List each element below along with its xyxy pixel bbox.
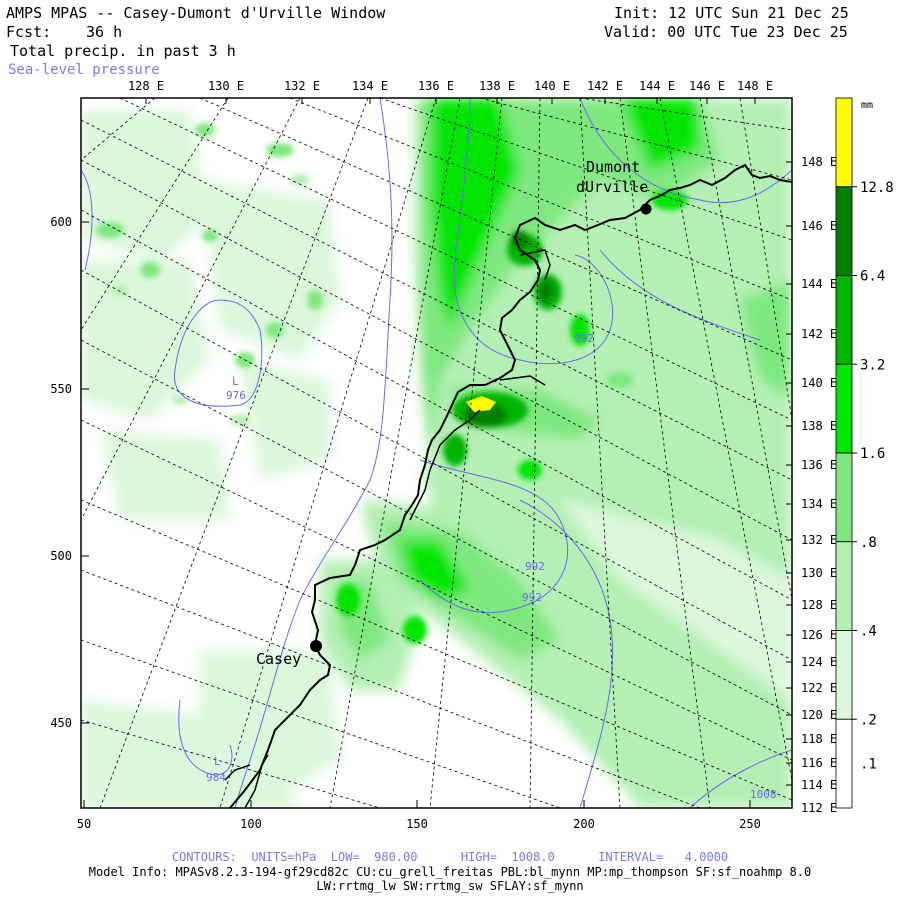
dumont-durville-station-marker bbox=[640, 203, 652, 215]
colorbar-unit: mm bbox=[861, 100, 873, 111]
field-name: Total precip. in past 3 h bbox=[10, 42, 236, 60]
colorbar: mm 12.8 6.4 3.2 1.6 .8 .4 .2 .1 bbox=[835, 97, 894, 809]
precip-shading bbox=[81, 98, 792, 808]
colorbar-level: .8 bbox=[860, 535, 877, 551]
x-axis-label: 50 bbox=[77, 817, 91, 831]
model-info: Model Info: MPASv8.2.3-194-gf29cd82c CU:… bbox=[88, 865, 812, 879]
right-longitude-labels: 148 E 146 E 144 E 142 E 140 E 138 E 136 E 134 E… bbox=[786, 155, 837, 815]
dumont-label-line2: dUrville bbox=[576, 178, 648, 196]
dumont-label-line1: Dumont bbox=[586, 158, 640, 176]
plot-title: AMPS MPAS -- Casey-Dumont d'Urville Wind… bbox=[6, 4, 386, 22]
colorbar-level: .4 bbox=[860, 624, 877, 640]
right-lon-label: 134 E bbox=[801, 497, 837, 511]
top-lon-label: 142 E bbox=[587, 79, 623, 93]
pressure-low-marker-2: L bbox=[214, 755, 221, 768]
init-time: Init: 12 UTC Sun 21 Dec 25 bbox=[614, 4, 849, 22]
right-lon-label: 136 E bbox=[801, 458, 837, 472]
ice-shelf-outline bbox=[224, 249, 551, 808]
x-axis-label: 150 bbox=[406, 817, 428, 831]
graticule bbox=[81, 98, 792, 808]
right-lon-label: 130 E bbox=[801, 566, 837, 580]
pressure-label-992c: 992 bbox=[522, 591, 542, 604]
x-axis-label: 200 bbox=[573, 817, 595, 831]
right-lon-label: 132 E bbox=[801, 533, 837, 547]
pressure-label-992b: 992 bbox=[525, 560, 545, 573]
model-info-physics: LW:rrtmg_lw SW:rrtmg_sw SFLAY:sf_mynn bbox=[316, 879, 584, 893]
top-lon-label: 140 E bbox=[534, 79, 570, 93]
colorbar-segment bbox=[835, 630, 853, 720]
right-lon-label: 124 E bbox=[801, 655, 837, 669]
right-lon-label: 148 E bbox=[801, 155, 837, 169]
x-axis-labels: 50 100 150 200 250 bbox=[77, 800, 761, 831]
colorbar-level: .2 bbox=[860, 712, 877, 728]
right-lon-label: 138 E bbox=[801, 419, 837, 433]
top-lon-label: 132 E bbox=[284, 79, 320, 93]
valid-time: Valid: 00 UTC Tue 23 Dec 25 bbox=[604, 23, 848, 41]
colorbar-level: 6.4 bbox=[860, 269, 885, 285]
top-lon-label: 130 E bbox=[208, 79, 244, 93]
top-lon-label: 134 E bbox=[352, 79, 388, 93]
top-lon-label: 144 E bbox=[639, 79, 675, 93]
colorbar-segment bbox=[835, 718, 853, 809]
casey-station-marker bbox=[310, 640, 322, 652]
right-lon-label: 140 E bbox=[801, 376, 837, 390]
forecast-hour: 36 h bbox=[86, 23, 123, 41]
colorbar-level: 1.6 bbox=[860, 446, 885, 462]
top-lon-label: 128 E bbox=[128, 79, 164, 93]
pressure-label-992a: 992 bbox=[574, 332, 594, 345]
colorbar-segment bbox=[835, 275, 853, 365]
right-lon-label: 122 E bbox=[801, 681, 837, 695]
colorbar-segment bbox=[835, 97, 853, 188]
right-lon-label: 114 E bbox=[801, 778, 837, 792]
colorbar-segment bbox=[835, 541, 853, 631]
top-lon-label: 148 E bbox=[737, 79, 773, 93]
colorbar-segment bbox=[835, 363, 853, 454]
y-axis-label: 500 bbox=[50, 549, 72, 563]
colorbar-level: .1 bbox=[860, 757, 877, 773]
right-lon-label: 142 E bbox=[801, 327, 837, 341]
colorbar-segment bbox=[835, 452, 853, 543]
right-lon-label: 120 E bbox=[801, 708, 837, 722]
pressure-label-1008: 1008 bbox=[750, 788, 777, 801]
forecast-label: Fcst: bbox=[6, 23, 52, 41]
pressure-label-984: 984 bbox=[206, 771, 226, 784]
casey-label: Casey bbox=[256, 650, 301, 668]
y-axis-label: 450 bbox=[50, 716, 72, 730]
colorbar-level: 12.8 bbox=[860, 180, 894, 196]
overlay-name: Sea-level pressure bbox=[8, 62, 160, 78]
right-lon-label: 128 E bbox=[801, 598, 837, 612]
top-lon-label: 138 E bbox=[479, 79, 515, 93]
y-axis-label: 600 bbox=[50, 215, 72, 229]
pressure-contours bbox=[81, 98, 792, 808]
top-longitude-labels: 128 E 130 E 132 E 134 E 136 E 138 E 140 E 142 E… bbox=[128, 79, 773, 104]
right-lon-label: 146 E bbox=[801, 219, 837, 233]
x-axis-label: 100 bbox=[240, 817, 262, 831]
right-lon-label: 116 E bbox=[801, 756, 837, 770]
right-lon-label: 112 E bbox=[801, 801, 837, 815]
pressure-low-marker: L bbox=[232, 375, 239, 388]
colorbar-level: 3.2 bbox=[860, 357, 885, 373]
pressure-label-976: 976 bbox=[226, 389, 246, 402]
top-lon-label: 136 E bbox=[418, 79, 454, 93]
colorbar-segment bbox=[835, 186, 853, 276]
right-lon-label: 118 E bbox=[801, 732, 837, 746]
top-lon-label: 146 E bbox=[689, 79, 725, 93]
y-axis-label: 550 bbox=[50, 382, 72, 396]
x-axis-label: 250 bbox=[739, 817, 761, 831]
contour-info: CONTOURS: UNITS=hPa LOW= 980.00 HIGH= 10… bbox=[171, 850, 729, 864]
y-axis-labels: 600 550 500 450 bbox=[50, 215, 89, 730]
right-lon-label: 126 E bbox=[801, 628, 837, 642]
right-lon-label: 144 E bbox=[801, 277, 837, 291]
max-precip-cell bbox=[466, 396, 496, 412]
coastline bbox=[229, 163, 792, 808]
